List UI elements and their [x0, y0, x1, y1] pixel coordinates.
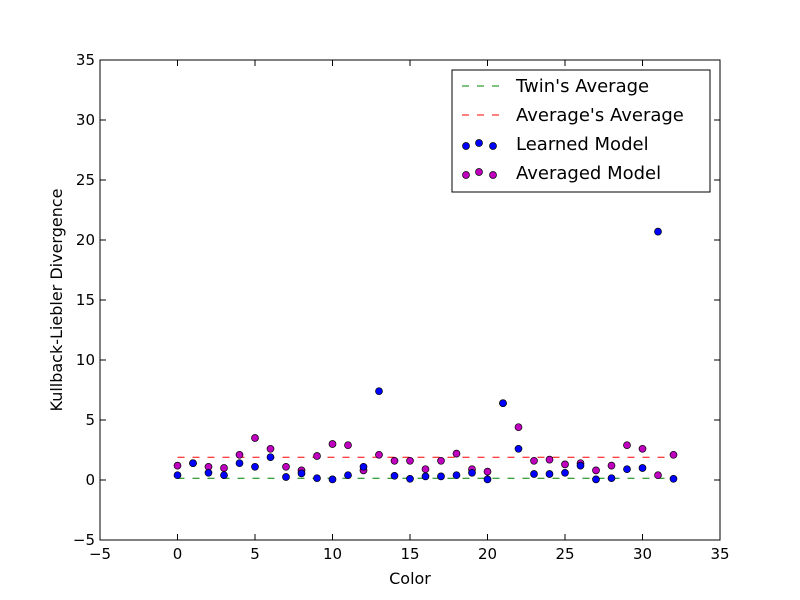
learned-model-point-4: [235, 459, 244, 468]
x-tick-label: 10: [323, 545, 342, 563]
averaged-model-point-6: [266, 444, 275, 453]
x-tick-label: 20: [478, 545, 497, 563]
averaged-model-point-32: [669, 450, 678, 459]
learned-model-point-24: [545, 470, 554, 478]
averaged-model-point-27: [592, 466, 600, 475]
learned-model-point-23: [530, 470, 538, 478]
x-tick-label: 0: [173, 545, 183, 563]
averaged-model-point-9: [313, 452, 321, 460]
y-tick-label: 30: [76, 111, 95, 129]
x-tick-label: 35: [710, 545, 729, 563]
plot-area: [173, 227, 678, 484]
averaged-model-point-31: [654, 471, 662, 480]
y-tick-label: 5: [85, 411, 95, 429]
learned-model-point-32: [669, 474, 678, 483]
learned-model-point-0: [173, 471, 182, 480]
learned-model-point-31: [654, 227, 662, 236]
legend-label-averaged-model: Averaged Model: [516, 163, 661, 184]
legend-label-learned-model: Learned Model: [516, 134, 649, 155]
learned-model-point-26: [576, 461, 585, 470]
averaged-model-point-14: [390, 456, 399, 465]
learned-model-point-16: [421, 472, 430, 481]
legend-label-averages-average: Average's Average: [516, 105, 684, 126]
averaged-model-point-17: [437, 456, 445, 465]
averaged-model-point-11: [344, 441, 352, 450]
averaged-model-point-16: [421, 465, 430, 474]
learned-model-point-17: [437, 472, 445, 481]
averaged-model-point-0: [173, 461, 182, 470]
x-tick-label: 30: [633, 545, 652, 563]
learned-model-point-18: [452, 471, 461, 480]
legend: Twin's Average Average's Average Learned…: [451, 69, 711, 193]
y-axis-label: Kullback-Liebler Divergence: [47, 189, 66, 412]
learned-model-point-6: [266, 453, 275, 462]
averaged-model-point-23: [530, 456, 538, 465]
legend-swatch-averaged-model: [462, 168, 497, 179]
averaged-model-point-28: [607, 461, 616, 470]
learned-model-point-2: [204, 468, 213, 477]
averaged-model-point-7: [282, 462, 290, 471]
averaged-model-point-30: [638, 444, 647, 453]
learned-model-point-30: [638, 464, 647, 472]
learned-model-point-21: [499, 399, 507, 408]
learned-model-point-5: [251, 462, 259, 471]
legend-label-twins-average: Twin's Average: [515, 76, 649, 97]
averaged-model-point-29: [623, 441, 631, 450]
learned-model-point-3: [220, 471, 228, 480]
averaged-model-point-5: [251, 434, 259, 442]
x-tick-label: 15: [400, 545, 419, 563]
learned-model-point-22: [514, 444, 523, 453]
averaged-model-point-4: [235, 450, 244, 459]
learned-model-point-27: [592, 475, 600, 484]
y-tick-label: 25: [76, 171, 95, 189]
learned-model-point-14: [390, 471, 399, 480]
x-axis-label: Color: [389, 569, 431, 588]
legend-swatch-learned-model: [462, 139, 497, 150]
legend-frame: [451, 69, 711, 193]
learned-model-point-20: [483, 475, 492, 484]
y-tick-label: 0: [85, 471, 95, 489]
y-tick-label: 10: [76, 351, 95, 369]
learned-model-point-10: [328, 475, 337, 484]
averaged-model-point-15: [406, 456, 414, 465]
learned-model-point-15: [406, 474, 414, 483]
averaged-model-point-3: [220, 464, 228, 472]
learned-model-point-12: [359, 462, 368, 471]
learned-model-point-13: [375, 387, 383, 396]
learned-model-point-28: [607, 474, 616, 483]
averaged-model-point-10: [328, 440, 337, 448]
y-tick-label: 15: [76, 291, 95, 309]
averaged-model-point-24: [545, 455, 554, 464]
averaged-model-point-13: [375, 450, 383, 459]
learned-model-point-7: [282, 473, 290, 481]
averaged-model-point-25: [561, 460, 569, 469]
averaged-model-point-22: [514, 423, 523, 432]
x-tick-label: −5: [89, 545, 111, 563]
x-tick-label: 5: [250, 545, 260, 563]
axes: −5 0 5 10 15 20 25 30 35 −5 0 5 10 15 20 25 30 35: [73, 51, 730, 563]
learned-model-point-9: [313, 474, 321, 483]
averaged-model-point-18: [452, 449, 461, 458]
x-tick-label: 25: [555, 545, 574, 563]
learned-model-point-11: [344, 471, 352, 480]
learned-model-point-29: [623, 465, 631, 474]
averaged-model-point-20: [483, 467, 492, 476]
learned-model-point-1: [189, 459, 197, 468]
y-tick-label: 20: [76, 231, 95, 249]
y-tick-label: −5: [73, 531, 95, 549]
y-tick-label: 35: [76, 51, 95, 69]
learned-model-point-19: [468, 468, 476, 477]
learned-model-point-8: [297, 469, 306, 478]
learned-model-point-25: [561, 468, 569, 477]
